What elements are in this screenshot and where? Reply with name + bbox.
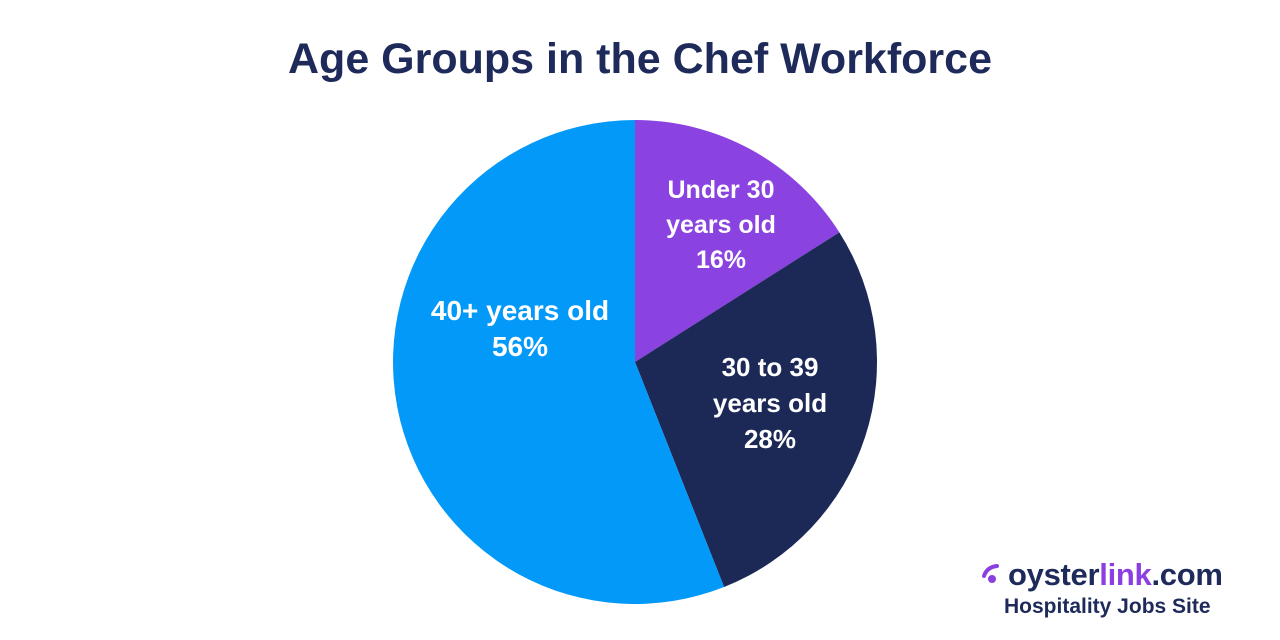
brand-logo: oysterlink.com Hospitality Jobs Site	[980, 556, 1250, 626]
pie-slice	[635, 120, 840, 362]
pie-slice	[635, 232, 878, 588]
slice-label-line: years old	[666, 211, 776, 239]
brand-name: oysterlink.com	[1008, 557, 1223, 593]
oyster-pearl-icon	[982, 564, 999, 583]
chart-title: Age Groups in the Chef Workforce	[288, 35, 992, 83]
slice-label-line: 16%	[696, 246, 746, 274]
brand-name-part1: oyster	[1008, 557, 1100, 592]
slice-label-line: years old	[713, 388, 827, 418]
slice-label-line: 40+ years old	[431, 295, 609, 326]
slice-label-line: 30 to 39	[722, 352, 819, 382]
pie-slice	[393, 120, 725, 604]
brand-name-part2: link	[1099, 557, 1152, 592]
slice-label-line: 28%	[744, 424, 796, 454]
slice-label: 30 to 39 years old 28%	[713, 352, 827, 454]
slice-label-line: Under 30	[668, 176, 775, 204]
slice-label-line: 56%	[492, 331, 548, 362]
slice-label: 40+ years old 56%	[431, 295, 609, 362]
slice-label: Under 30 years old 16%	[666, 176, 776, 274]
brand-name-part3: .com	[1151, 557, 1223, 592]
brand-wordmark: oysterlink.com	[980, 556, 1250, 594]
brand-tagline: Hospitality Jobs Site	[1004, 595, 1211, 618]
